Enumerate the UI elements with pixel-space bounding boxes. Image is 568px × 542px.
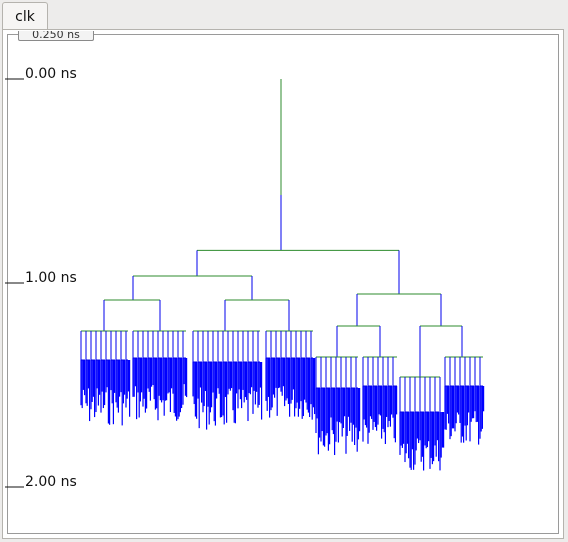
y-axis-tick-label: 0.00 ns [25, 66, 77, 82]
tab-clk[interactable]: clk [2, 2, 48, 30]
delay-scale-button[interactable]: 0.250 ns [18, 31, 94, 41]
y-axis-tick-label: 2.00 ns [25, 474, 77, 490]
clock-tree-panel: 0.250 ns [2, 29, 564, 539]
clock-tree-view[interactable]: 0.250 ns [7, 31, 559, 534]
y-axis-tick-label: 1.00 ns [25, 270, 77, 286]
